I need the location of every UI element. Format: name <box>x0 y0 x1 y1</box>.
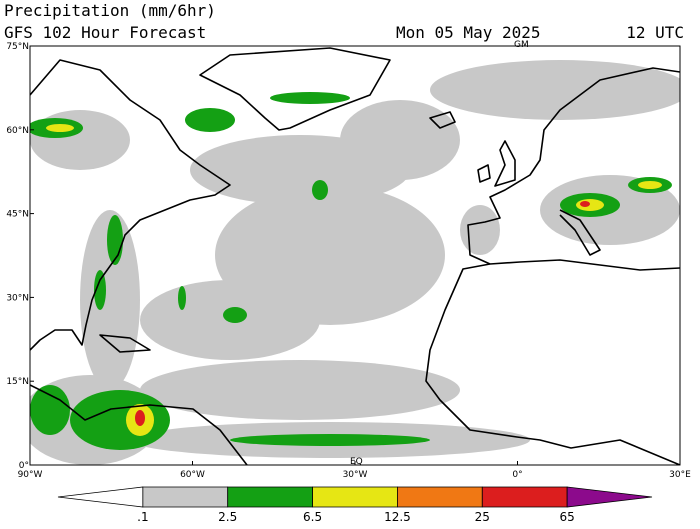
date: Mon 05 May 2025 <box>396 23 541 42</box>
lat-label: 45°N <box>6 210 29 220</box>
coastlines <box>30 47 680 465</box>
lon-label: 90°W <box>18 470 43 480</box>
colorbar-segment <box>57 486 144 508</box>
colorbar-segment <box>566 486 653 508</box>
gm-label: GM <box>514 40 529 50</box>
lat-label: 30°N <box>6 293 29 303</box>
precip-heavy <box>30 92 672 450</box>
colorbar-segment <box>397 486 483 508</box>
colorbar-label: 65 <box>560 510 575 524</box>
time: 12 UTC <box>626 23 684 42</box>
colorbar-label: 6.5 <box>303 510 322 524</box>
colorbar-segment <box>142 486 229 508</box>
title: Precipitation (mm/6hr) <box>4 1 216 20</box>
lat-label: 75°N <box>6 42 29 52</box>
map: GM EQ <box>29 40 681 467</box>
lat-label: 0° <box>19 461 29 471</box>
colorbar-segment <box>312 486 398 508</box>
subtitle: GFS 102 Hour Forecast <box>4 23 206 42</box>
lon-label: 0° <box>512 470 522 480</box>
lat-label: 15°N <box>6 377 29 387</box>
colorbar-label: .1 <box>137 510 148 524</box>
colorbar-segment <box>227 486 313 508</box>
lon-label: 60°W <box>180 470 205 480</box>
lon-label: 30°W <box>343 470 368 480</box>
colorbar-segment <box>481 486 568 508</box>
colorbar-label: 12.5 <box>384 510 411 524</box>
lon-label: 30°E <box>669 470 691 480</box>
eq-label: EQ <box>350 457 363 467</box>
colorbar-label: 2.5 <box>218 510 237 524</box>
colorbar-label: 25 <box>475 510 490 524</box>
lat-label: 60°N <box>6 126 29 136</box>
